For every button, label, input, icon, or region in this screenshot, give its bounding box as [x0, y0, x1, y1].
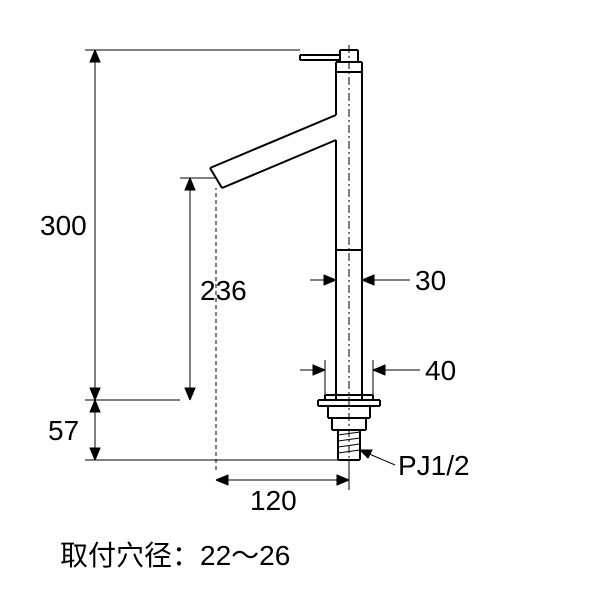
- dim-below-mount: 57: [48, 415, 79, 446]
- dim-base-dia: 40: [425, 355, 456, 386]
- mounting-hole-note: 取付穴径：22～26: [60, 540, 290, 571]
- dim-spout-reach: 120: [250, 485, 297, 516]
- dim-total-height: 300: [40, 210, 87, 241]
- dim-body-dia: 30: [415, 265, 446, 296]
- dim-thread: PJ1/2: [398, 450, 470, 481]
- faucet-dimension-drawing: 300 236 57 120 30 40 PJ1/2 取付穴径：22～26: [0, 0, 600, 600]
- dim-spout-height: 236: [200, 275, 247, 306]
